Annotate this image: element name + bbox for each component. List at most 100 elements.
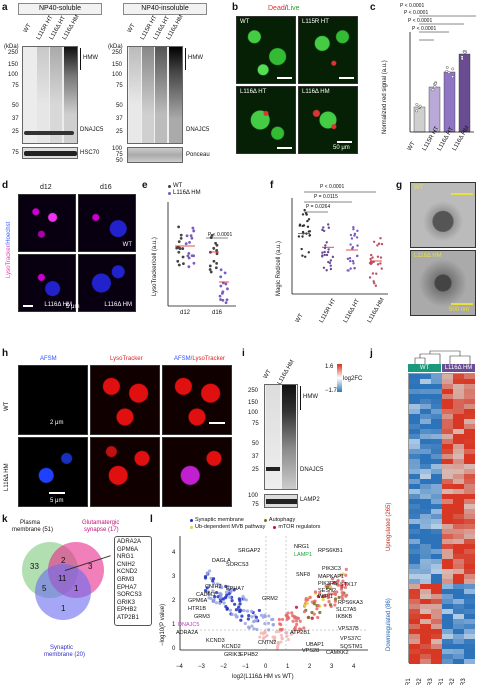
- scatter-point: [192, 229, 196, 233]
- volcano-point: [294, 605, 299, 609]
- scatter-point: [177, 240, 181, 244]
- hsc70-band: [24, 151, 77, 156]
- lyso-image-hm-d12: L116Δ HM: [18, 254, 76, 312]
- gene-label: NRG1: [294, 544, 310, 550]
- gene-label: SLC7A5: [336, 607, 357, 613]
- heatmap-cell: [420, 569, 431, 574]
- set-label: synapse (17): [84, 527, 119, 533]
- marker: 75: [252, 502, 259, 508]
- volcano-point: [295, 622, 299, 626]
- legend-dot: [263, 518, 267, 522]
- gene-label: IKBKB: [336, 614, 353, 620]
- heatmap-cell: [431, 474, 442, 479]
- blot-lane: [169, 47, 182, 143]
- column-label: R1: [406, 678, 412, 685]
- heatmap-cell: [453, 449, 464, 454]
- heatmap-cell: [409, 629, 420, 634]
- panel-l-xlabel: log2(L116Δ HM vs WT): [232, 674, 294, 680]
- heatmap-cell: [431, 509, 442, 514]
- heatmap-cell: [453, 484, 464, 489]
- volcano-point: [214, 601, 218, 605]
- bar-chart-c: [409, 15, 476, 133]
- live-label: Live: [286, 5, 300, 12]
- y-tick: 4: [172, 550, 176, 556]
- heatmap-cell: [442, 529, 453, 534]
- heatmap-cell: [420, 564, 431, 569]
- scatter-point: [329, 264, 332, 267]
- heatmap-cell: [420, 439, 431, 444]
- heatmap-cell: [431, 574, 442, 579]
- heatmap-cell: [464, 619, 475, 624]
- marker: 150: [112, 62, 123, 68]
- volcano-point: [298, 630, 302, 634]
- scatter-point: [187, 252, 191, 255]
- scatter-point: [307, 218, 311, 221]
- volcano-point: [313, 590, 318, 594]
- scatter-point: [308, 233, 312, 237]
- legend-dot: [190, 525, 193, 529]
- gene-label: ATP2B1: [290, 630, 311, 636]
- heatmap-cell: [453, 469, 464, 474]
- heatmap-cell: [464, 519, 475, 524]
- heatmap-cell: [409, 379, 420, 384]
- scatter-point: [224, 301, 228, 305]
- x-label: d16: [212, 310, 223, 316]
- heatmap-cell: [409, 609, 420, 614]
- heatmap-cell: [453, 579, 464, 584]
- hmw-bracket: [185, 48, 186, 70]
- volcano-point: [305, 601, 309, 605]
- heatmap-cell: [420, 539, 431, 544]
- volcano-point: [221, 597, 225, 601]
- group-label-wt: WT: [408, 364, 441, 372]
- heatmap-cell: [453, 474, 464, 479]
- dead-label: Dead: [268, 5, 285, 12]
- heatmap-cell: [409, 514, 420, 519]
- volcano-point: [263, 613, 267, 617]
- legend-dot: [168, 184, 171, 188]
- heatmap-cell: [409, 654, 420, 659]
- set-label: membrane (20): [44, 652, 86, 658]
- marker: 75: [12, 83, 19, 89]
- col-label: d16: [100, 184, 112, 191]
- scatter-point: [376, 255, 380, 258]
- panel-label-d: d: [2, 180, 9, 191]
- scale-bar: [337, 141, 352, 143]
- volcano-point: [279, 640, 283, 644]
- blot-lane: [129, 47, 141, 143]
- scatter-point: [300, 247, 303, 251]
- heatmap-cell: [420, 589, 431, 594]
- scatter-point: [372, 280, 375, 283]
- heatmap-cell: [409, 639, 420, 644]
- heatmap-cell: [431, 424, 442, 429]
- heatmap-cell: [464, 384, 475, 389]
- heatmap-cell: [464, 559, 475, 564]
- heatmap-cell: [453, 609, 464, 614]
- heatmap-cell: [453, 459, 464, 464]
- heatmap-cell: [431, 519, 442, 524]
- heatmap-cell: [442, 519, 453, 524]
- gene-label: SORCS3: [226, 562, 249, 568]
- marker: 37: [12, 116, 19, 122]
- heatmap-cell: [431, 439, 442, 444]
- heatmap-cell: [464, 499, 475, 504]
- scatter-point: [350, 237, 354, 240]
- heatmap-cell: [420, 434, 431, 439]
- bar-point: [433, 85, 437, 89]
- heatmap-cell: [420, 529, 431, 534]
- heatmap-cell: [453, 489, 464, 494]
- heatmap-cell: [420, 649, 431, 654]
- heatmap-cell: [420, 469, 431, 474]
- ponceau-blot: [127, 147, 183, 163]
- heatmap-cell: [420, 599, 431, 604]
- heatmap-cell: [453, 619, 464, 624]
- column-label: R3: [428, 678, 434, 685]
- panel-label-k: k: [2, 514, 8, 525]
- heatmap-cell: [464, 649, 475, 654]
- scatter-point: [325, 241, 328, 244]
- heatmap-cell: [409, 464, 420, 469]
- scatter-point: [175, 246, 179, 250]
- scatter-point: [212, 246, 216, 250]
- scatter-point: [373, 282, 376, 285]
- volcano-point: [280, 617, 285, 622]
- heatmap-cell: [431, 609, 442, 614]
